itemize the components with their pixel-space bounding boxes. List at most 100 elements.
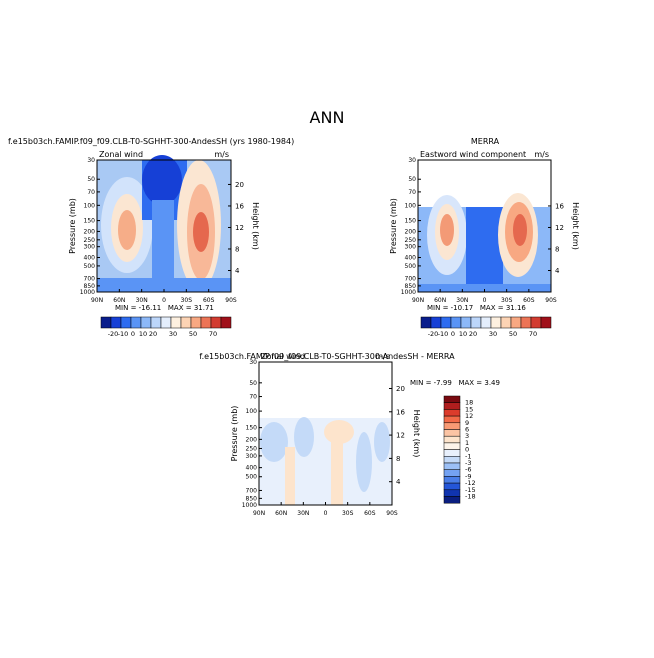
contour-region: [331, 432, 343, 505]
colorbar-box: [443, 489, 461, 497]
colorbar-label: 18: [465, 399, 473, 407]
y-tick-label: 1000: [80, 289, 95, 296]
x-tick-label: 90S: [225, 297, 237, 304]
x-tick-label: 30N: [136, 297, 148, 304]
x-tick-label: 30N: [297, 510, 309, 517]
y2-tick-label: 16: [235, 202, 244, 210]
colorbar-box: [443, 462, 461, 470]
x-tick-label: 60N: [113, 297, 125, 304]
colorbar-box: [443, 435, 461, 444]
y-tick-label: 700: [84, 276, 96, 283]
y-tick-label: 50: [408, 176, 416, 183]
colorbar-label: -15: [465, 486, 476, 494]
contour-fill: [97, 155, 231, 292]
colorbar-box: [470, 316, 482, 329]
y-tick-label: 1000: [401, 289, 416, 296]
y-tick-label: 850: [405, 283, 417, 290]
colorbar-label: 6: [465, 426, 469, 434]
colorbar-box: [440, 316, 452, 329]
y-tick-label: 400: [405, 255, 417, 262]
colorbar-box: [443, 456, 461, 464]
colorbar-box: [443, 449, 461, 457]
y-tick-label: 300: [246, 453, 258, 460]
y-tick-label: 700: [246, 487, 258, 494]
colorbar-box: [443, 442, 461, 450]
contour-region: [152, 200, 174, 292]
colorbar-box: [120, 316, 132, 329]
colorbar-label: 9: [465, 419, 469, 427]
y2-tick-label: 16: [555, 202, 564, 210]
colorbar-label: 50: [509, 330, 517, 338]
x-tick-label: 30S: [501, 297, 513, 304]
y-tick-label: 850: [84, 283, 96, 290]
colorbar-box: [540, 316, 552, 329]
colorbar-box: [443, 402, 461, 410]
contour-region: [285, 447, 295, 505]
colorbar-box: [190, 316, 202, 329]
colorbar-box: [530, 316, 542, 329]
colorbar-box: [430, 316, 442, 329]
contour-region: [142, 155, 182, 205]
y-tick-label: 300: [84, 244, 96, 251]
colorbar-box: [100, 316, 112, 329]
colorbar-label: -9: [465, 472, 471, 480]
min-max: MIN = -7.99 MAX = 3.49: [410, 379, 500, 387]
x-tick-label: 30N: [456, 297, 468, 304]
x-tick-label: 60S: [203, 297, 215, 304]
colorbar-label: 50: [189, 330, 197, 338]
min-max: MIN = -10.17 MAX = 31.16: [427, 304, 526, 312]
colorbar-label: 10: [139, 330, 147, 338]
colorbar-box: [480, 316, 492, 329]
y-tick-label: 70: [249, 394, 257, 401]
colorbar-label: -6: [465, 466, 471, 474]
colorbar-box: [490, 316, 502, 329]
y-tick-label: 1000: [242, 502, 257, 509]
x-tick-label: 90S: [386, 510, 398, 517]
y-tick-label: 500: [246, 474, 258, 481]
colorbar-box: [443, 482, 461, 491]
colorbar-box: [170, 316, 182, 329]
right-label: m/s: [375, 352, 390, 361]
contour-region: [118, 210, 136, 250]
x-tick-label: 0: [483, 297, 487, 304]
y-tick-label: 100: [405, 202, 417, 209]
contour-region: [193, 212, 209, 252]
colorbar-label: 12: [465, 412, 473, 420]
colorbar-label: -12: [465, 479, 476, 487]
colorbar-label: 70: [209, 330, 217, 338]
colorbar-label: 0: [131, 330, 135, 338]
y-tick-label: 150: [246, 425, 258, 432]
y-tick-label: 30: [87, 157, 95, 164]
y-tick-label: 50: [249, 380, 257, 387]
colorbar-label: -20: [108, 330, 119, 338]
right-label: m/s: [534, 150, 549, 159]
y2-tick-label: 8: [555, 245, 559, 253]
colorbar-label: -3: [465, 459, 471, 467]
y2-tick-label: 20: [396, 385, 405, 393]
colorbar-label: -1: [465, 452, 471, 460]
contour-region: [374, 422, 390, 462]
colorbar-box: [500, 316, 512, 329]
colorbar-label: -10: [118, 330, 129, 338]
contour-region: [440, 214, 454, 246]
x-tick-label: 90S: [545, 297, 557, 304]
y2-tick-label: 8: [396, 455, 400, 463]
y-tick-label: 30: [408, 157, 416, 164]
panel-title: f.e15b03ch.FAMIP.f09_f09.CLB-T0-SGHHT-30…: [199, 352, 455, 361]
y-axis-title: Pressure (mb): [230, 406, 239, 462]
contour-region: [513, 214, 527, 246]
y-tick-label: 70: [87, 189, 95, 196]
x-tick-label: 60S: [364, 510, 376, 517]
y2-tick-label: 4: [555, 267, 560, 275]
contour-region: [260, 422, 288, 462]
y-tick-label: 850: [246, 495, 258, 502]
y2-axis-title: Height (km): [571, 202, 580, 250]
x-tick-label: 30S: [181, 297, 193, 304]
contour-region: [418, 284, 551, 292]
y-tick-label: 400: [246, 465, 258, 472]
contour-region: [356, 432, 372, 492]
min-max: MIN = -16.11 MAX = 31.71: [115, 304, 214, 312]
colorbar-label: 70: [529, 330, 537, 338]
colorbar-box: [450, 316, 462, 329]
colorbar-box: [180, 316, 192, 329]
